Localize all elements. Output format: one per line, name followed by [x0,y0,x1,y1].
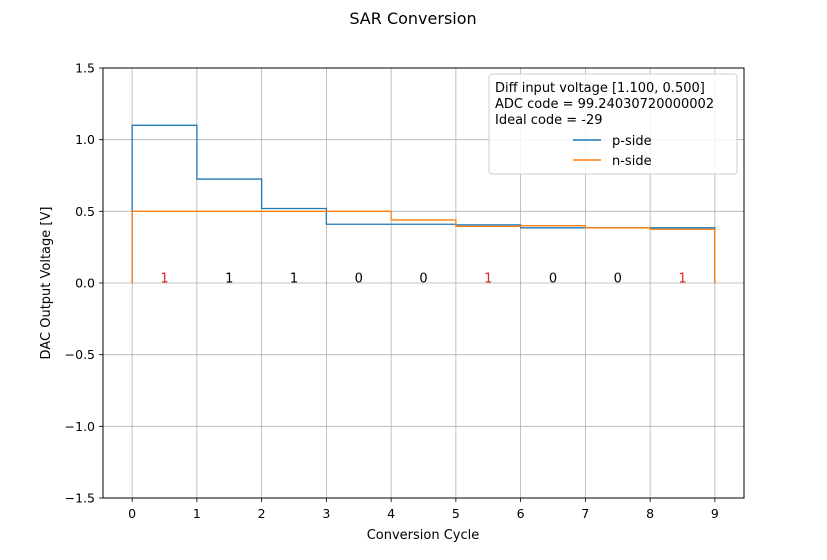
x-tick-label: 3 [322,506,330,521]
legend-box [488,73,738,175]
y-tick-label: 0.5 [75,204,95,219]
y-tick-label: 1.0 [75,132,95,147]
x-tick-label: 1 [193,506,201,521]
legend-label-n-side: n-side [612,154,652,169]
y-tick-label: 0.0 [75,276,95,291]
y-axis-label: DAC Output Voltage [V] [39,207,54,360]
bit-labels: 1 1 1 0 0 1 0 0 1 [160,272,686,287]
y-tick-label: 1.5 [75,61,95,76]
legend-info-line: ADC code = 99.24030720000002 [495,97,714,112]
x-tick-label: 2 [258,506,266,521]
bit-label: 1 [160,272,168,287]
bit-label: 0 [355,272,363,287]
bit-label: 1 [484,272,492,287]
bit-label: 1 [678,272,686,287]
x-tick-label: 8 [646,506,654,521]
x-axis-label: Conversion Cycle [367,528,480,543]
y-tick-label: −0.5 [65,347,95,362]
bit-label: 0 [419,272,427,287]
x-tick-label: 7 [581,506,589,521]
x-tick-label: 9 [711,506,719,521]
x-tick-label: 6 [517,506,525,521]
legend: Diff input voltage [1.100, 0.500] ADC co… [488,73,738,175]
x-tick-label: 4 [387,506,395,521]
legend-info-line: Ideal code = -29 [495,113,603,128]
legend-label-p-side: p-side [612,134,652,149]
series-line-n-side [131,210,716,283]
x-tick-label: 5 [452,506,460,521]
bit-label: 0 [614,272,622,287]
bit-label: 1 [290,272,298,287]
series-layer [131,124,716,283]
axis-ticks: 0 1 2 3 4 5 6 7 8 9 −1.5 −1.0 −0.5 0.0 0.5 1.0 1.5 [65,61,719,522]
bit-label: 0 [549,272,557,287]
bit-label: 1 [225,272,233,287]
y-tick-label: −1.5 [65,491,95,506]
y-tick-label: −1.0 [65,419,95,434]
legend-info-line: Diff input voltage [1.100, 0.500] [495,81,705,96]
chart-title: SAR Conversion [349,9,476,28]
x-tick-label: 0 [128,506,136,521]
